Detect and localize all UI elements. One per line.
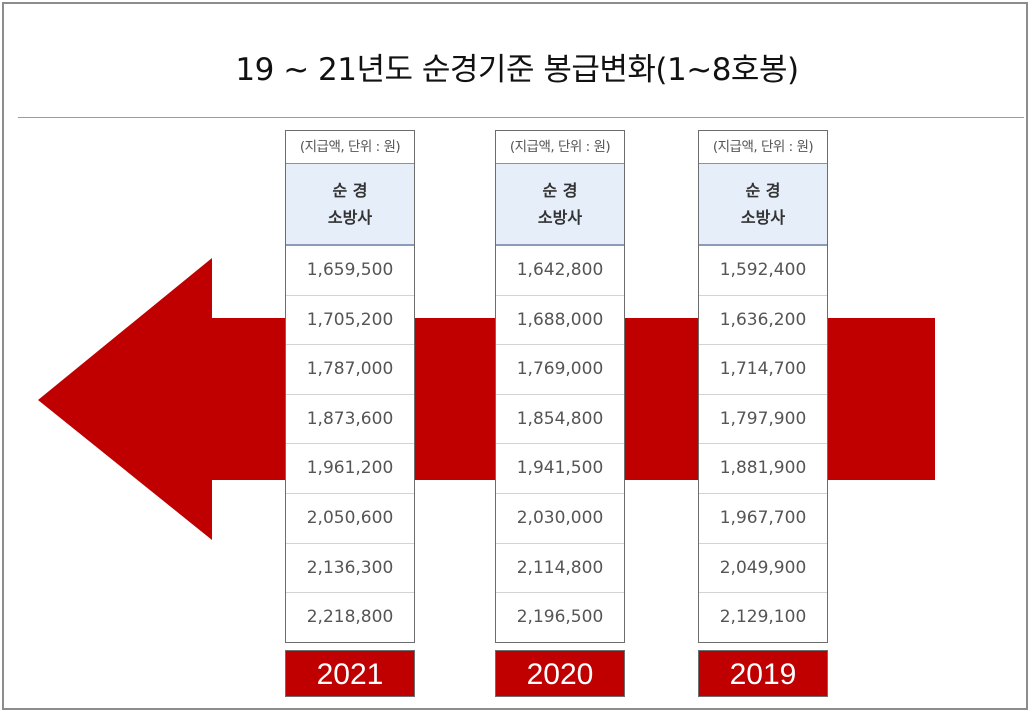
table-row: 1,592,400 — [699, 246, 827, 296]
unit-note: (지급액, 단위 : 원) — [509, 139, 611, 155]
salary-table-2019: (지급액, 단위 : 원) 순 경 소방사 1,592,400 1,636,20… — [698, 130, 828, 643]
table-row: 1,797,900 — [699, 395, 827, 445]
table-row: 1,705,200 — [286, 296, 414, 346]
table-row: 2,050,600 — [286, 494, 414, 544]
unit-note: (지급액, 단위 : 원) — [712, 139, 814, 155]
table-row: 1,636,200 — [699, 296, 827, 346]
table-row: 1,787,000 — [286, 345, 414, 395]
page-title: 19 ~ 21년도 순경기준 봉급변화(1~8호봉) — [235, 52, 799, 88]
table-row: 1,688,000 — [496, 296, 624, 346]
table-row: 1,714,700 — [699, 345, 827, 395]
table-row: 1,881,900 — [699, 444, 827, 494]
salary-table-2021: (지급액, 단위 : 원) 순 경 소방사 1,659,500 1,705,20… — [285, 130, 415, 643]
table-row: 2,196,500 — [516, 607, 604, 628]
table-row: 2,136,300 — [286, 544, 414, 594]
table-row: 1,967,700 — [699, 494, 827, 544]
table-row: 1,642,800 — [496, 246, 624, 296]
header-rank-fire: 소방사 — [740, 208, 786, 227]
salary-table-2020: (지급액, 단위 : 원) 순 경 소방사 1,642,800 1,688,00… — [495, 130, 625, 643]
table-row: 1,941,500 — [496, 444, 624, 494]
header-rank-fire: 소방사 — [327, 208, 373, 227]
table-header: 순 경 소방사 — [286, 163, 414, 246]
table-row: 1,854,800 — [496, 395, 624, 445]
table-row: 1,873,600 — [286, 395, 414, 445]
year-label-2020: 2020 — [495, 650, 625, 697]
table-header: 순 경 소방사 — [496, 163, 624, 246]
header-rank: 순 경 — [542, 181, 578, 200]
year-label-2019: 2019 — [698, 650, 828, 697]
title-divider — [18, 117, 1024, 118]
table-row: 2,030,000 — [496, 494, 624, 544]
table-row: 2,049,900 — [699, 544, 827, 594]
table-row: 2,129,100 — [719, 607, 807, 628]
table-row: 2,114,800 — [496, 544, 624, 594]
unit-note: (지급액, 단위 : 원) — [299, 139, 401, 155]
table-row: 2,218,800 — [306, 607, 394, 628]
year-label-2021: 2021 — [285, 650, 415, 697]
header-rank: 순 경 — [745, 181, 781, 200]
table-row: 1,961,200 — [286, 444, 414, 494]
header-rank: 순 경 — [332, 181, 368, 200]
table-header: 순 경 소방사 — [699, 163, 827, 246]
table-row: 1,659,500 — [286, 246, 414, 296]
table-row: 1,769,000 — [496, 345, 624, 395]
header-rank-fire: 소방사 — [537, 208, 583, 227]
